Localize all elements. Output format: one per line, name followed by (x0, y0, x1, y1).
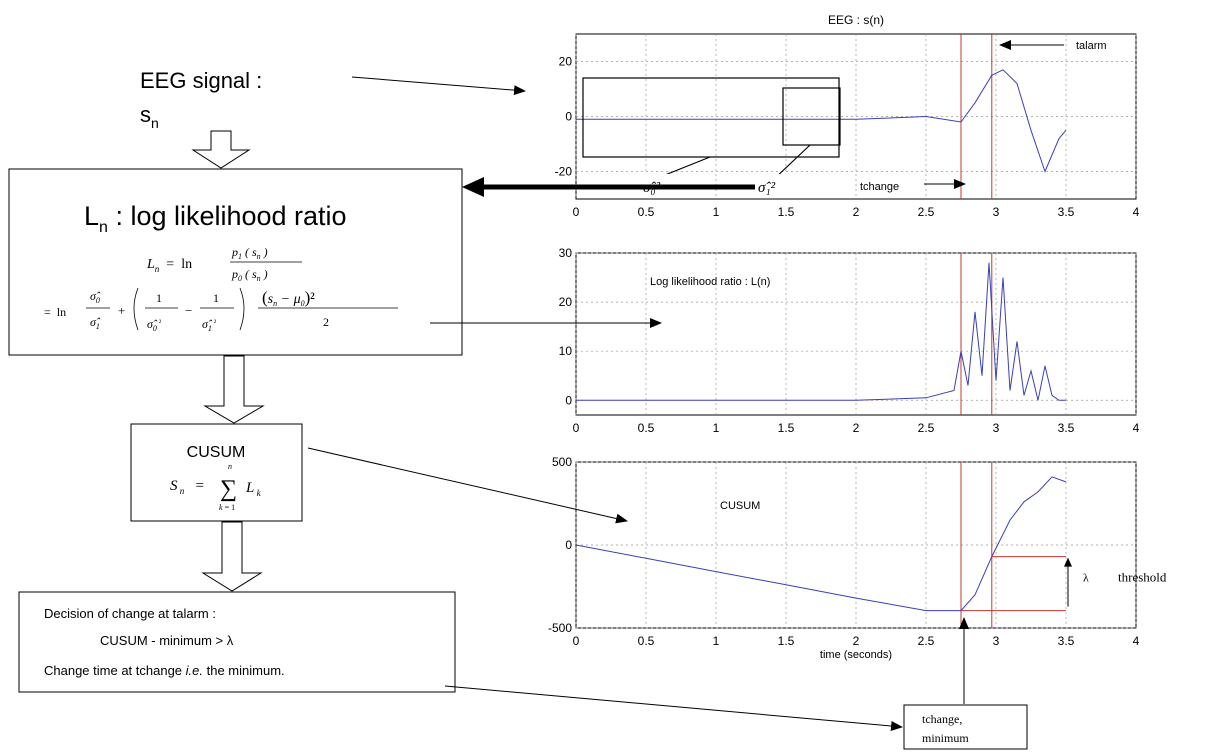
svg-text:+: + (118, 303, 125, 318)
x-tick-label: 3 (993, 205, 1000, 219)
svg-text:k = 1: k = 1 (219, 503, 235, 512)
y-tick-label: 0 (565, 538, 572, 552)
x-tick-label: 1 (713, 205, 720, 219)
flow-arrow-3 (201, 521, 263, 592)
sigma0-label: σ̂₀² (643, 180, 661, 196)
lambda-label: λ (1083, 571, 1089, 585)
y-tick-label: -500 (548, 621, 572, 635)
x-tick-label: 2.5 (918, 421, 935, 435)
x-tick-label: 2.5 (918, 205, 935, 219)
y-tick-label: 30 (559, 246, 573, 260)
tchange-label: tchange (860, 181, 899, 193)
x-tick-label: 1.5 (778, 634, 795, 648)
threshold-label: threshold (1118, 570, 1167, 585)
svg-text:σ̂0: σ̂0 (90, 289, 101, 305)
cusum-to-chart-arrow (307, 447, 628, 524)
eeg-signal-s: sn (140, 102, 159, 131)
sigma1-label-bg (755, 174, 793, 198)
svg-text:p1 ( sn ): p1 ( sn ) (231, 245, 268, 261)
x-tick-label: 0.5 (638, 634, 655, 648)
eeg-chart: 0 0.5 1 1.5 2 2.5 3 3.5 4 20 0 -20 EEG : s(n) talarm t… (555, 13, 1140, 219)
svg-text:S n =: S n = (170, 478, 204, 496)
llr-title: Ln : log likelihood ratio (84, 201, 347, 236)
x-tick-label: 2.5 (918, 634, 935, 648)
tchange-minimum-box (903, 704, 1028, 750)
x-tick-label: 2 (853, 421, 860, 435)
sigma-to-llr-arrowhead (462, 177, 484, 197)
decision-line-3: Change time at tchange i.e. the minimum. (44, 663, 285, 678)
eeg-signal-label: EEG signal : (140, 68, 262, 93)
x-tick-label: 3.5 (1058, 421, 1075, 435)
decision-line-2: CUSUM - minimum > λ (100, 633, 234, 648)
x-tick-label: 0 (573, 421, 580, 435)
x-tick-label: 4 (1133, 421, 1140, 435)
svg-text:1: 1 (213, 291, 219, 305)
y-tick-label: -20 (555, 165, 573, 179)
x-tick-label: 1.5 (778, 205, 795, 219)
series-line (576, 69, 1067, 173)
signal-to-eeg-arrow (351, 76, 526, 96)
decision-box (18, 591, 456, 693)
x-tick-label: 2 (853, 634, 860, 648)
svg-text:2: 2 (323, 315, 329, 329)
svg-text:1: 1 (156, 291, 162, 305)
decision-to-tchange-arrow (444, 685, 903, 731)
svg-text:Ln = ln: Ln = ln (146, 257, 192, 274)
talarm-label: talarm (1076, 40, 1107, 52)
x-tick-label: 0.5 (638, 421, 655, 435)
svg-text:−: − (185, 303, 192, 318)
x-tick-label: 0 (573, 634, 580, 648)
cusum-box-label: CUSUM (187, 444, 246, 461)
x-tick-label: 3 (993, 421, 1000, 435)
y-tick-label: 20 (559, 55, 573, 69)
x-tick-label: 0 (573, 205, 580, 219)
y-tick-label: 10 (559, 344, 573, 358)
x-tick-label: 2 (853, 205, 860, 219)
chart-title: EEG : s(n) (828, 13, 884, 27)
svg-text:σ̂1: σ̂1 (90, 315, 101, 331)
x-tick-label: 3.5 (1058, 634, 1075, 648)
decision-line-1: Decision of change at talarm : (44, 606, 216, 621)
x-tick-label: 1 (713, 634, 720, 648)
x-tick-label: 4 (1133, 205, 1140, 219)
svg-text:p0 ( sn ): p0 ( sn ) (231, 267, 268, 283)
y-tick-label: 500 (552, 455, 572, 469)
svg-text:∑: ∑ (220, 476, 237, 502)
series-line (576, 262, 1066, 401)
tchange-minimum-line-2: minimum (922, 731, 969, 745)
flow-arrow-2 (203, 355, 265, 424)
llr-chart: 0 0.5 1 1.5 2 2.5 3 3.5 4 30 20 10 0 Log likelihood r… (559, 246, 1140, 435)
sigma0-window (582, 77, 840, 158)
sigma1-window (782, 87, 841, 146)
x-axis-label: time (seconds) (820, 649, 892, 661)
tchange-minimum-line-1: tchange, (922, 712, 962, 726)
chart-annotation: CUSUM (720, 500, 760, 512)
chart-annotation: Log likelihood ratio : L(n) (650, 276, 770, 288)
x-tick-label: 1.5 (778, 421, 795, 435)
sigma1-label: σ̂₁² (758, 180, 776, 196)
x-tick-label: 1 (713, 421, 720, 435)
cusum-box (130, 423, 303, 522)
x-tick-label: 3 (993, 634, 1000, 648)
y-tick-label: 0 (565, 110, 572, 124)
x-tick-label: 0.5 (638, 205, 655, 219)
svg-text:n: n (228, 462, 232, 471)
y-tick-label: 0 (565, 393, 572, 407)
x-tick-label: 4 (1133, 634, 1140, 648)
y-tick-label: 20 (559, 295, 573, 309)
lambda-arrowhead (1064, 557, 1072, 567)
x-tick-label: 3.5 (1058, 205, 1075, 219)
svg-text:= ln: = ln (44, 305, 66, 319)
flow-arrow-1 (191, 130, 251, 169)
